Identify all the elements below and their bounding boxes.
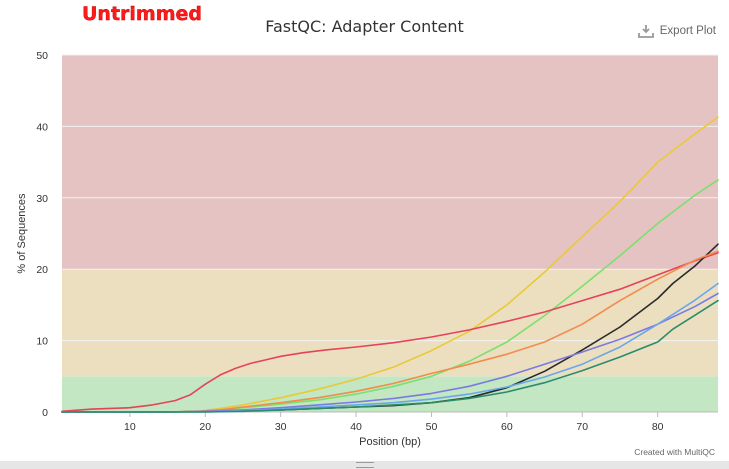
threshold-band-1 xyxy=(62,269,718,377)
x-tick-label: 30 xyxy=(275,421,287,433)
y-tick-label: 40 xyxy=(36,121,48,133)
chart-title: FastQC: Adapter Content xyxy=(265,17,464,36)
y-tick-label: 10 xyxy=(36,336,48,348)
x-tick-label: 40 xyxy=(350,421,362,433)
x-tick-label: 10 xyxy=(124,421,136,433)
x-tick-label: 70 xyxy=(576,421,588,433)
export-plot-button[interactable]: Export Plot xyxy=(637,24,716,38)
threshold-band-0 xyxy=(62,376,718,412)
x-axis-label: Position (bp) xyxy=(359,436,421,448)
credit-text: Created with MultiQC xyxy=(634,447,715,457)
y-axis-label: % of Sequences xyxy=(16,193,28,274)
threshold-band-2 xyxy=(62,55,718,270)
resize-handle-icon[interactable] xyxy=(356,462,374,468)
export-plot-label: Export Plot xyxy=(659,25,716,37)
x-tick-label: 50 xyxy=(426,421,438,433)
series-line-3[interactable] xyxy=(61,252,719,413)
series-line-8[interactable] xyxy=(61,299,719,413)
x-tick-label: 80 xyxy=(652,421,664,433)
y-tick-label: 0 xyxy=(42,407,48,419)
x-tick-label: 60 xyxy=(501,421,513,433)
y-tick-label: 20 xyxy=(36,264,48,276)
y-tick-label: 30 xyxy=(36,193,48,205)
y-tick-label: 50 xyxy=(36,50,48,62)
untrimmed-label: Untrimmed xyxy=(78,2,207,26)
download-icon xyxy=(637,24,654,38)
resize-bar[interactable] xyxy=(0,461,729,469)
x-tick-label: 20 xyxy=(199,421,211,433)
